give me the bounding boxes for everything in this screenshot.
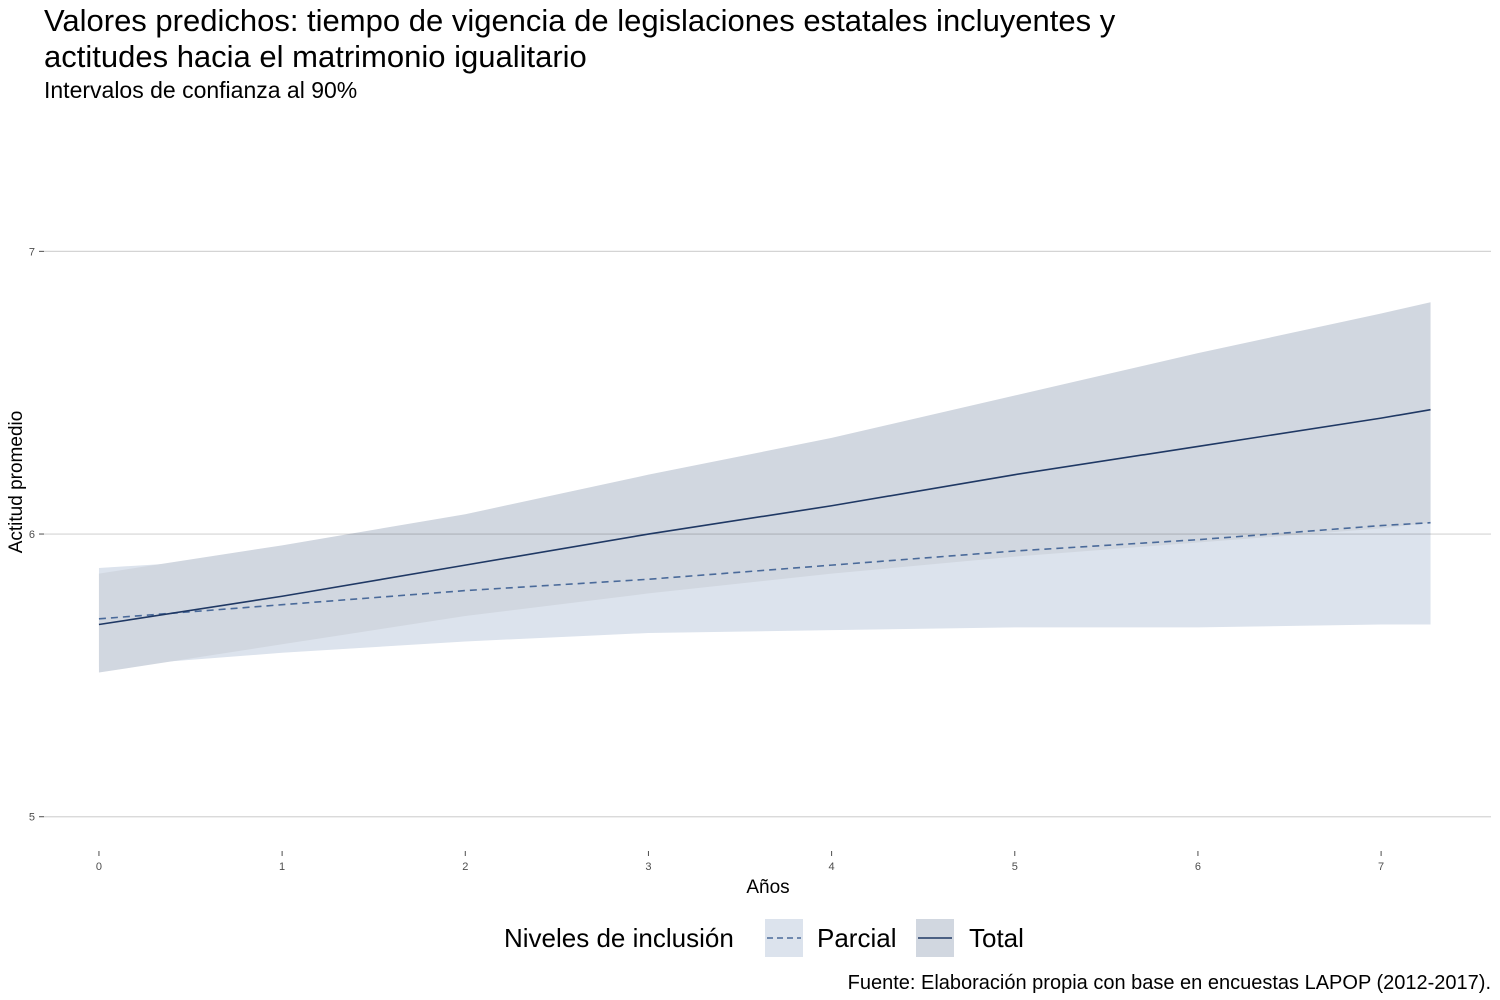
y-tick-label: 6	[29, 529, 35, 541]
y-tick-label: 5	[29, 812, 35, 824]
ribbon-total-overlap	[98, 302, 1431, 673]
x-tick-label: 2	[462, 861, 468, 873]
chart-caption: Fuente: Elaboración propia con base en e…	[848, 972, 1491, 994]
prediction-lines	[98, 408, 1431, 626]
legend-label-total: Total	[969, 923, 1024, 953]
x-tick-label: 5	[1012, 861, 1018, 873]
legend: Niveles de inclusión Parcial Total	[504, 919, 1024, 957]
line-total	[98, 408, 1431, 626]
x-axis-title: Años	[746, 877, 789, 898]
y-tick-label: 7	[29, 246, 35, 258]
x-axis: 0 1 2 3 4 5 6 7	[96, 851, 1384, 873]
x-tick-label: 3	[645, 861, 651, 873]
ribbon-overlap-group	[98, 302, 1431, 673]
legend-title: Niveles de inclusión	[504, 923, 734, 953]
legend-label-parcial: Parcial	[817, 923, 896, 953]
line-parcial	[98, 521, 1431, 620]
x-tick-label: 1	[279, 861, 285, 873]
chart-subtitle: Intervalos de confianza al 90%	[44, 77, 357, 103]
chart-title-line-2: actitudes hacia el matrimonio igualitari…	[44, 39, 587, 74]
y-axis-title: Actitud promedio	[6, 411, 27, 554]
x-tick-label: 6	[1195, 861, 1201, 873]
x-tick-label: 0	[96, 861, 102, 873]
x-tick-label: 4	[829, 861, 835, 873]
y-axis: 5 6 7	[29, 246, 44, 824]
x-tick-label: 7	[1378, 861, 1384, 873]
confidence-ribbons	[98, 302, 1431, 673]
chart-title-line-1: Valores predichos: tiempo de vigencia de…	[44, 3, 1116, 38]
